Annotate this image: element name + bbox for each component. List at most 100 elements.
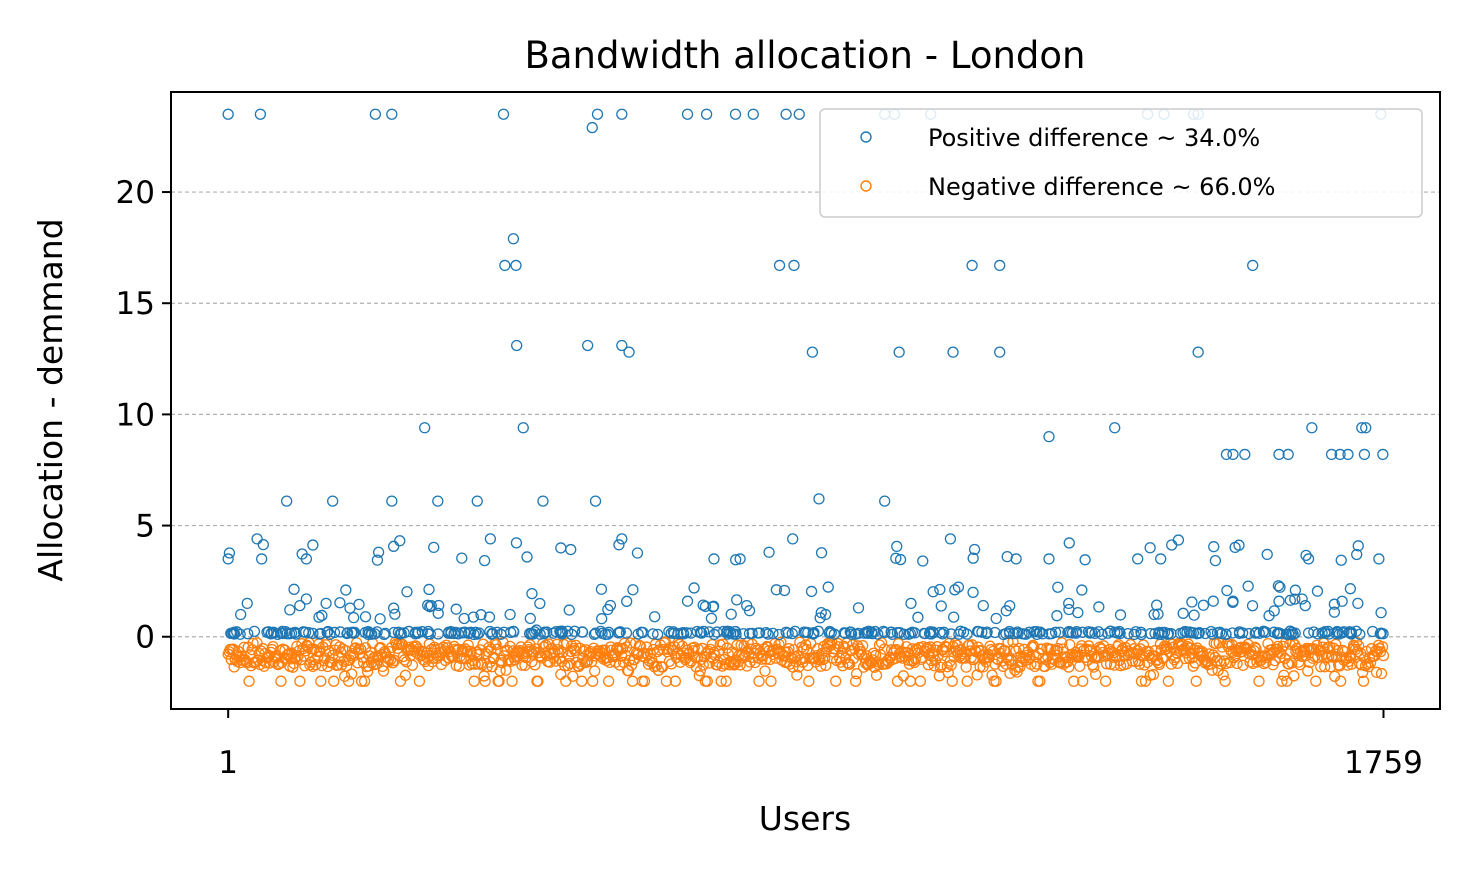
positive-point [576,626,588,638]
legend-negative-label: Negative difference ~ 66.0% [928,173,1275,201]
legend-box [819,108,1423,218]
positive-point [647,628,659,640]
positive-point [621,595,633,607]
positive-point [495,628,507,640]
positive-point [805,585,818,598]
positive-point [1063,603,1075,616]
positive-point [1093,601,1105,613]
positive-point [386,108,398,120]
positive-point [371,554,384,566]
positive-point [845,628,858,640]
negative-point [775,636,787,648]
positive-point [321,626,333,639]
positive-point [432,607,444,619]
chart-title: Bandwidth allocation - London [525,34,1086,77]
positive-point [1199,627,1211,640]
positive-point [967,552,979,564]
positive-point [432,628,444,640]
x-axis: 1 1759 [218,709,1423,781]
positive-point [935,600,947,612]
positive-point [1273,448,1285,461]
positive-point [1051,610,1063,622]
negative-point [960,661,972,673]
positive-point [416,626,428,638]
negative-point [928,660,940,672]
positive-point [789,625,801,638]
positive-point [1162,628,1174,640]
positive-point [517,422,529,434]
positive-point [448,627,460,640]
positive-point [563,604,575,616]
positive-point [1284,594,1296,606]
positive-point [1300,549,1312,561]
positive-point [727,628,739,640]
positive-point [620,627,633,639]
positive-point [534,597,546,610]
negative-point [413,675,426,687]
positive-point [1261,548,1273,561]
negative-point [1310,675,1322,687]
positive-point [743,627,756,640]
x-tick-label: 1759 [1344,745,1423,781]
positive-point [1001,550,1013,563]
positive-point [458,612,470,625]
negative-point [794,636,806,648]
positive-point [389,608,401,620]
negative-point [1206,664,1218,676]
positive-point [1096,628,1108,641]
positive-point [424,601,436,613]
positive-point [316,609,328,622]
negative-point [663,655,676,668]
negative-point [669,675,682,687]
positive-point [328,626,341,639]
positive-point [1003,625,1016,638]
positive-point [322,625,334,638]
positive-point [281,495,293,507]
positive-point [770,584,783,596]
positive-point [1226,627,1239,639]
positive-point [879,495,891,507]
negative-point [532,675,544,687]
positive-point [994,346,1006,358]
positive-point [596,613,608,625]
positive-point [602,628,614,640]
positive-point [1289,593,1301,605]
positive-point [348,627,360,639]
positive-point [912,611,924,623]
positive-point [1343,626,1356,638]
negative-point [1218,655,1230,667]
positive-point [905,597,917,610]
positive-point [852,602,865,614]
positive-point [813,493,825,505]
negative-point [1258,657,1270,670]
negative-point [1133,658,1146,670]
positive-point [341,627,353,640]
positive-point [275,627,287,639]
positive-point [1152,608,1164,620]
positive-point [1220,628,1232,641]
positive-point [234,628,246,640]
positive-point [565,543,577,556]
positive-point [1299,599,1311,612]
y-axis-label: Allocation - demmand [31,218,70,581]
positive-point [555,542,567,554]
negative-point [260,657,272,669]
negative-point [227,643,239,655]
positive-point [471,495,483,507]
positive-point [1205,625,1217,638]
positive-point [569,625,581,637]
positive-point [953,628,965,640]
positive-point [1207,595,1219,607]
positive-point [1280,628,1292,640]
x-axis-label: Users [759,799,851,838]
positive-point [1128,628,1140,641]
positive-point [348,611,360,624]
positive-point [526,587,538,600]
positive-point [1211,627,1224,639]
positive-point [589,495,602,507]
positive-point [614,626,626,638]
positive-point [1273,595,1285,607]
positive-point [1325,448,1338,461]
positive-point [499,259,511,272]
negative-point [243,675,255,687]
